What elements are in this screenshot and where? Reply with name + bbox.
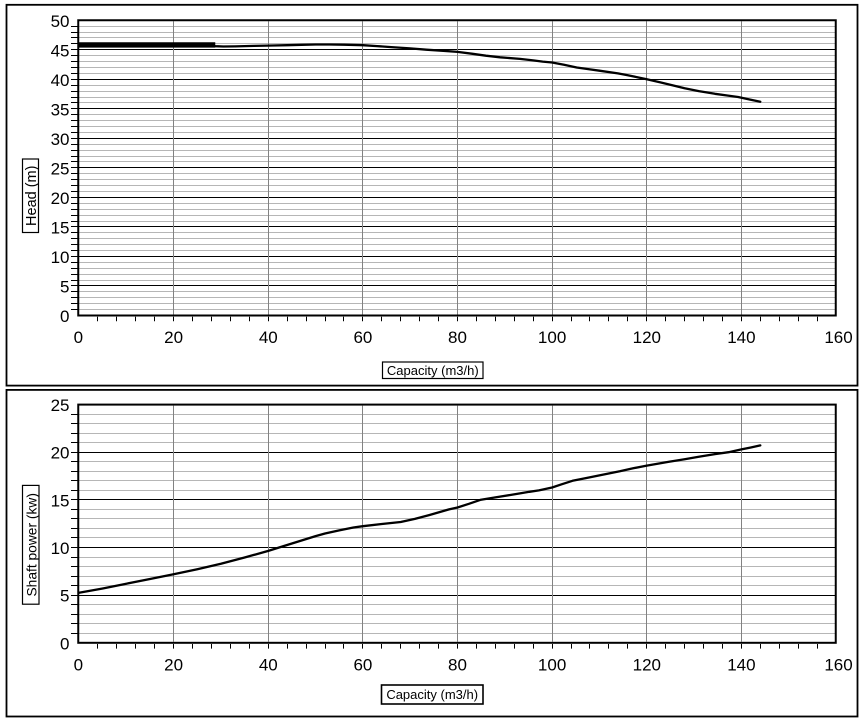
svg-text:5: 5 [60, 587, 69, 606]
svg-text:Head (m): Head (m) [24, 166, 40, 226]
svg-text:100: 100 [538, 328, 566, 347]
svg-text:25: 25 [51, 396, 70, 415]
svg-text:0: 0 [60, 634, 69, 653]
svg-text:120: 120 [633, 328, 661, 347]
svg-text:140: 140 [727, 656, 755, 675]
svg-text:Capacity (m3/h): Capacity (m3/h) [386, 687, 478, 702]
svg-text:25: 25 [51, 159, 70, 178]
svg-text:15: 15 [51, 491, 70, 510]
svg-text:20: 20 [51, 189, 70, 208]
svg-text:40: 40 [51, 71, 70, 90]
svg-text:10: 10 [51, 248, 70, 267]
svg-text:120: 120 [633, 656, 661, 675]
svg-text:80: 80 [448, 328, 467, 347]
svg-text:80: 80 [448, 656, 467, 675]
svg-text:35: 35 [51, 100, 70, 119]
svg-text:100: 100 [538, 656, 566, 675]
svg-text:5: 5 [60, 278, 69, 297]
svg-text:160: 160 [824, 328, 852, 347]
svg-text:0: 0 [60, 307, 69, 326]
svg-text:0: 0 [74, 328, 83, 347]
svg-text:40: 40 [259, 328, 278, 347]
svg-text:30: 30 [51, 130, 70, 149]
svg-text:45: 45 [51, 41, 70, 60]
svg-text:40: 40 [259, 656, 278, 675]
svg-text:Shaft power (kw): Shaft power (kw) [24, 493, 39, 597]
svg-text:140: 140 [727, 328, 755, 347]
svg-text:160: 160 [824, 656, 852, 675]
svg-text:0: 0 [74, 656, 83, 675]
svg-text:Capacity (m3/h): Capacity (m3/h) [387, 363, 479, 378]
svg-text:15: 15 [51, 218, 70, 237]
svg-text:60: 60 [353, 656, 372, 675]
svg-text:20: 20 [51, 444, 70, 463]
svg-text:10: 10 [51, 539, 70, 558]
svg-text:20: 20 [164, 328, 183, 347]
svg-text:60: 60 [353, 328, 372, 347]
svg-text:20: 20 [164, 656, 183, 675]
svg-text:50: 50 [51, 12, 70, 31]
